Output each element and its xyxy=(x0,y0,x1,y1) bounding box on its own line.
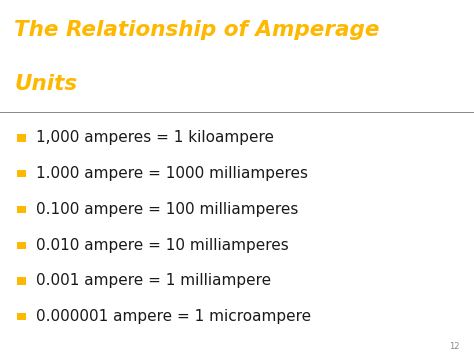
Text: 0.001 ampere = 1 milliampere: 0.001 ampere = 1 milliampere xyxy=(36,273,271,289)
Text: 0.010 ampere = 10 milliamperes: 0.010 ampere = 10 milliamperes xyxy=(36,238,288,253)
Bar xyxy=(17,170,26,178)
Text: 1.000 ampere = 1000 milliamperes: 1.000 ampere = 1000 milliamperes xyxy=(36,166,308,181)
Text: The Relationship of Amperage: The Relationship of Amperage xyxy=(14,20,380,40)
Bar xyxy=(17,241,26,249)
Bar xyxy=(17,134,26,142)
Text: 0.000001 ampere = 1 microampere: 0.000001 ampere = 1 microampere xyxy=(36,309,310,324)
Text: Units: Units xyxy=(14,75,77,94)
Text: 12: 12 xyxy=(449,342,460,351)
Bar xyxy=(17,206,26,213)
Text: 1,000 amperes = 1 kiloampere: 1,000 amperes = 1 kiloampere xyxy=(36,130,273,146)
Bar xyxy=(17,277,26,285)
Bar xyxy=(17,313,26,321)
Text: 0.100 ampere = 100 milliamperes: 0.100 ampere = 100 milliamperes xyxy=(36,202,298,217)
